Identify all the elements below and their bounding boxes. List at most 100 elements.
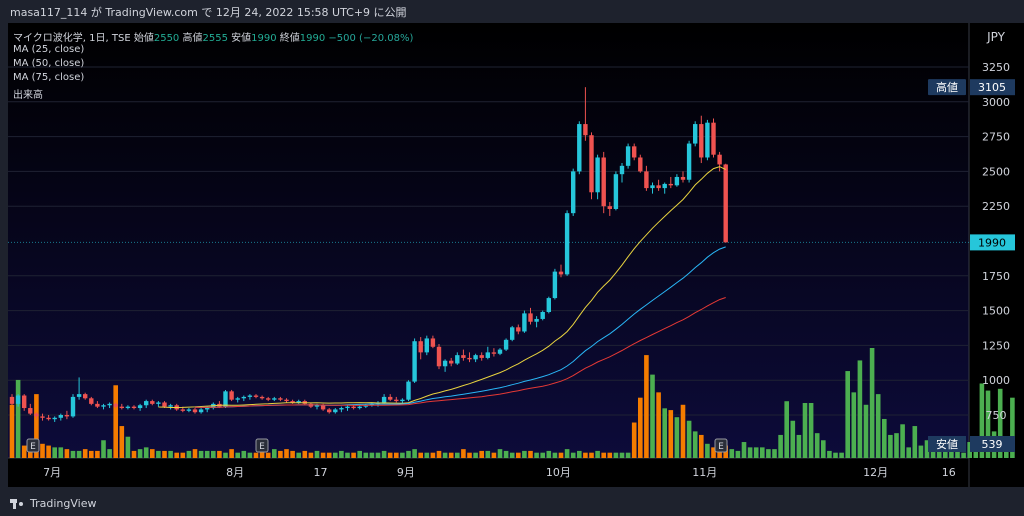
candle-body <box>235 398 240 400</box>
volume-bar <box>333 452 338 458</box>
volume-bar <box>64 449 70 458</box>
candle-body <box>76 394 82 397</box>
volume-bar <box>918 445 924 458</box>
volume-bar <box>540 452 545 458</box>
legend-close: 1990 <box>299 33 326 44</box>
candle-body <box>327 409 332 413</box>
volume-bar <box>430 452 436 458</box>
candle-body <box>363 405 368 407</box>
volume-bar <box>485 450 491 458</box>
volume-bar <box>875 394 881 458</box>
volume-bar <box>491 452 497 458</box>
volume-bar <box>369 452 375 458</box>
candle-body <box>381 396 387 403</box>
candle-body <box>205 408 210 410</box>
tradingview-logo[interactable]: TradingView <box>10 497 96 510</box>
price-tick-label: 750 <box>986 409 1007 422</box>
candle-body <box>473 355 478 360</box>
low-price-tag-label: 安値 <box>936 437 958 451</box>
candle-body <box>699 124 704 158</box>
high-price-tag-value-box <box>970 79 1015 96</box>
candle-body <box>479 355 484 358</box>
candle-body <box>528 313 533 322</box>
legend-high: 2555 <box>202 33 228 44</box>
price-tick-label: 1500 <box>982 305 1010 318</box>
volume-bar <box>168 450 173 458</box>
volume-bar <box>156 450 161 458</box>
candle-body <box>253 395 259 397</box>
candle-body <box>369 403 375 406</box>
candle-body <box>70 396 76 417</box>
volume-bar <box>747 447 753 458</box>
volume-bar <box>595 450 600 458</box>
volume-bar <box>137 449 143 458</box>
candle-body <box>22 395 27 409</box>
candle-body <box>64 415 70 417</box>
candle-body <box>144 401 149 406</box>
candle-body <box>418 341 423 353</box>
price-tick-label: 2500 <box>982 165 1010 178</box>
candle-body <box>442 360 448 367</box>
candle-body <box>223 391 228 407</box>
volume-bar <box>570 452 576 458</box>
candle-body <box>394 399 399 402</box>
time-axis-background <box>8 458 1024 487</box>
volume-bar <box>290 450 295 458</box>
price-chart[interactable]: JPY 3250 3000 2750 2500 2250 1750 1500 1250 1000 7… <box>0 0 1024 487</box>
publish-info: masa117_114 が TradingView.com で 12月 24, … <box>10 6 407 19</box>
legend-ma50[interactable]: MA (50, close) <box>13 58 85 69</box>
candle-body <box>15 395 21 404</box>
earnings-marker: E <box>259 442 265 452</box>
legend-ma25[interactable]: MA (25, close) <box>13 44 85 55</box>
volume-bar <box>882 418 887 458</box>
candle-body <box>430 338 436 347</box>
volume-bar <box>381 450 387 458</box>
volume-bar <box>217 450 222 458</box>
candle-body <box>351 406 356 409</box>
candle-body <box>625 146 631 166</box>
volume-bar <box>802 403 808 458</box>
candle-body <box>107 403 112 406</box>
low-price-tag-value-box <box>970 436 1015 452</box>
volume-bar <box>516 452 521 458</box>
volume-bar <box>833 452 838 458</box>
plot-background <box>8 23 969 458</box>
candle-body <box>571 171 576 214</box>
candle-body <box>680 176 686 180</box>
high-price-tag-label-box <box>928 79 966 96</box>
volume-bar <box>351 452 356 458</box>
candle-body <box>119 406 124 409</box>
volume-bar <box>534 452 539 458</box>
legend-symbol: マイクロ波化学, 1日, TSE <box>13 33 131 44</box>
volume-bar <box>186 450 192 458</box>
price-tick-label: 1000 <box>982 374 1010 387</box>
candle-body <box>83 394 88 399</box>
volume-bar <box>869 348 875 458</box>
price-tick-label: 2250 <box>982 200 1010 213</box>
candle-body <box>46 417 51 420</box>
volume-bar <box>808 403 814 458</box>
volume-bar <box>247 452 253 458</box>
legend-ma75[interactable]: MA (75, close) <box>13 72 85 83</box>
candle-body <box>601 157 606 207</box>
volume-bar <box>363 452 369 458</box>
candle-body <box>400 399 405 402</box>
volume-bar <box>125 436 131 458</box>
volume-bar <box>729 449 735 458</box>
candle-body <box>693 124 698 144</box>
candle-body <box>485 352 490 358</box>
volume-bar <box>851 392 857 458</box>
volume-bar <box>784 401 789 458</box>
candle-body <box>467 357 472 360</box>
volume-bar <box>28 447 33 458</box>
volume-bar <box>601 452 606 458</box>
volume-bar <box>845 371 850 458</box>
volume-bar <box>760 447 765 458</box>
volume-bar <box>735 450 741 458</box>
candle-body <box>9 396 15 404</box>
legend-volume[interactable]: 出来高 <box>13 90 43 101</box>
volume-bar <box>692 431 698 458</box>
candle-body <box>510 327 515 340</box>
volume-bar <box>821 440 826 458</box>
candle-body <box>241 396 246 399</box>
